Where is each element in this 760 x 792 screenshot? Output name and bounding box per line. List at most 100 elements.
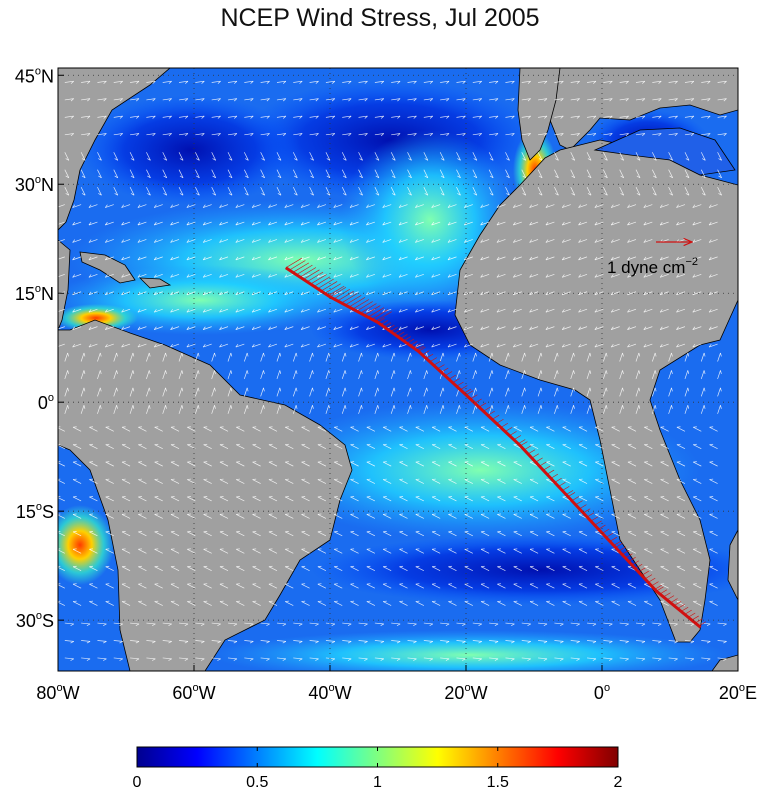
wind-arrow-head — [512, 326, 516, 330]
wind-arrow-head — [676, 274, 679, 278]
wind-arrow-head — [249, 658, 254, 661]
wind-arrow-head — [179, 193, 184, 196]
wind-arrow — [244, 186, 249, 196]
wind-arrow-head — [67, 387, 69, 392]
wind-arrow — [709, 548, 718, 554]
wind-arrow — [366, 583, 376, 589]
wind-arrow — [162, 152, 168, 161]
wind-arrow — [301, 583, 310, 589]
wind-arrow-head — [315, 98, 319, 102]
wind-arrow — [382, 583, 392, 589]
wind-arrow-head — [104, 309, 108, 313]
wind-arrow-head — [147, 158, 151, 161]
wind-arrow-head — [495, 115, 499, 119]
wind-arrow-head — [529, 204, 533, 208]
wind-arrow-head — [604, 175, 608, 179]
wind-arrow-head — [103, 623, 107, 626]
wind-arrow — [456, 186, 461, 196]
wind-arrow-head — [168, 115, 172, 119]
wind-arrow — [252, 273, 261, 278]
wind-arrow-head — [135, 658, 140, 661]
wind-arrow — [366, 601, 376, 606]
wind-arrow — [676, 548, 686, 554]
wind-arrow-head — [658, 115, 662, 119]
europe — [539, 68, 738, 151]
wind-arrow-head — [364, 133, 368, 137]
wind-arrow — [586, 169, 592, 178]
wind-arrow — [374, 169, 380, 178]
wind-arrow — [635, 640, 645, 642]
wind-arrow-head — [186, 204, 190, 208]
track-vector — [429, 357, 437, 363]
wind-arrow — [227, 387, 232, 397]
wind-arrow-head — [279, 405, 282, 409]
wind-arrow-head — [153, 221, 157, 226]
wind-arrow — [546, 479, 555, 484]
wind-arrow-head — [578, 291, 581, 295]
lat-tick-label: 15oS — [16, 501, 54, 522]
wind-arrow-head — [83, 370, 86, 374]
wind-arrow — [505, 657, 515, 660]
wind-arrow-head — [573, 352, 575, 357]
wind-arrow-head — [440, 193, 445, 196]
wind-arrow — [398, 221, 408, 226]
wind-arrow — [252, 583, 261, 589]
wind-arrow — [154, 444, 163, 450]
wind-arrow-head — [408, 158, 412, 161]
wind-arrow — [162, 186, 168, 196]
wind-arrow — [146, 133, 156, 136]
wind-arrow-head — [676, 291, 679, 295]
wind-arrow — [64, 370, 68, 380]
wind-arrow — [80, 186, 86, 196]
wind-arrow-head — [364, 80, 368, 84]
wind-arrow — [448, 426, 457, 432]
wind-arrow — [170, 343, 180, 348]
wind-arrow — [268, 426, 278, 432]
wind-arrow-head — [67, 405, 69, 409]
wind-arrow — [358, 80, 368, 83]
wind-arrow-head — [377, 352, 380, 357]
track-vector — [470, 394, 478, 400]
lat-tick-label: 0o — [38, 392, 54, 413]
wind-arrow — [513, 601, 522, 606]
wind-arrow-head — [364, 623, 368, 626]
wind-arrow — [708, 221, 718, 226]
wind-arrow — [480, 273, 490, 278]
wind-arrow-head — [545, 343, 549, 348]
wind-arrow-head — [317, 309, 320, 313]
wind-arrow-head — [65, 175, 69, 179]
wind-arrow — [186, 343, 196, 348]
wind-arrow — [464, 444, 473, 450]
wind-arrow — [431, 601, 441, 606]
wind-arrow — [488, 152, 494, 161]
wind-arrow — [366, 496, 376, 502]
wind-arrow-head — [170, 343, 173, 348]
wind-arrow — [195, 370, 199, 380]
wind-arrow-head — [153, 309, 157, 313]
wind-arrow — [529, 444, 539, 450]
wind-arrow — [440, 622, 450, 625]
map-frame — [57, 67, 739, 672]
wind-arrow — [170, 291, 180, 296]
wind-arrow-head — [331, 98, 336, 102]
wind-arrow — [554, 352, 558, 362]
wind-arrow-head — [136, 115, 140, 119]
wind-arrow — [260, 657, 270, 660]
wind-arrow — [276, 657, 286, 660]
wind-arrow — [276, 133, 286, 136]
wind-arrow-head — [152, 133, 156, 137]
wind-arrow — [309, 657, 319, 660]
wind-arrow-head — [214, 370, 216, 374]
wind-arrow — [717, 405, 721, 414]
wind-arrow — [496, 221, 506, 226]
madagascar-edge — [727, 529, 738, 601]
wind-arrow — [105, 273, 114, 278]
wind-arrow-head — [349, 326, 353, 330]
wind-arrow — [668, 352, 672, 362]
wind-arrow — [130, 80, 140, 83]
wind-arrow-head — [361, 352, 363, 357]
wind-arrow-head — [608, 641, 613, 644]
wind-arrow-head — [610, 274, 614, 278]
wind-arrow — [644, 426, 653, 432]
wind-arrow — [105, 239, 114, 243]
